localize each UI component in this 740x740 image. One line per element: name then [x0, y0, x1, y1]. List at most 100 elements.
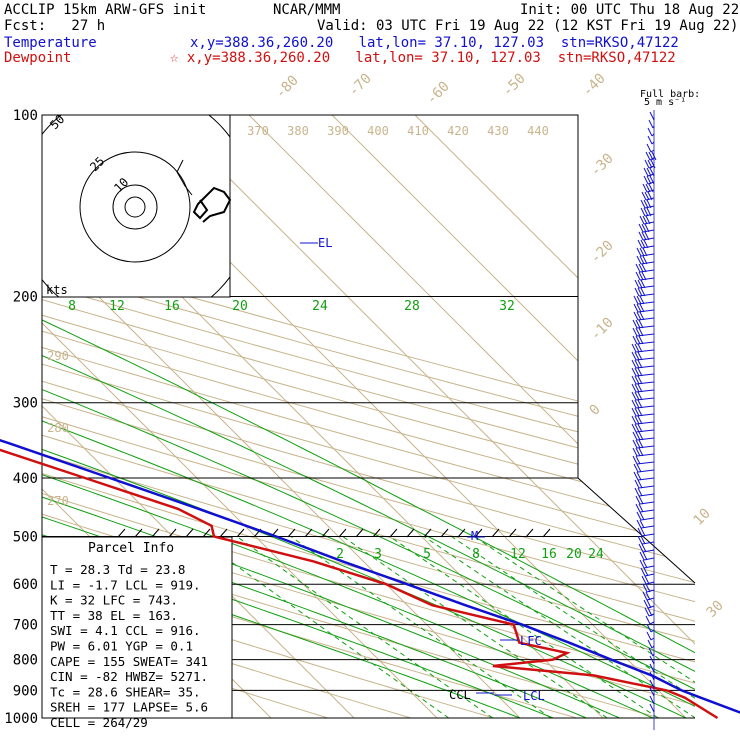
isotherm — [165, 115, 695, 718]
dry-adiabat — [42, 115, 695, 718]
barb-flag — [648, 647, 654, 657]
level-markers: EL LFC LCL CCL M — [300, 236, 545, 703]
parcel-info-box: Parcel Info T = 28.3 Td = 23.8LI = -1.7 L… — [41, 536, 233, 730]
wind-barb — [633, 463, 655, 473]
tick-mark — [151, 528, 160, 538]
isotherm — [42, 115, 355, 718]
dry-adiabat — [42, 115, 695, 718]
wind-barb — [645, 615, 655, 625]
barb-flag — [631, 415, 637, 425]
barb-staff — [644, 205, 655, 209]
barb-flag — [639, 559, 645, 569]
barb-flag — [640, 567, 646, 577]
isotherm-label: -40 — [580, 71, 609, 100]
barb-flag — [632, 319, 638, 329]
wind-barb — [631, 359, 655, 369]
wind-barb — [646, 631, 655, 641]
tick-mark — [440, 528, 449, 538]
dry-adiabat — [42, 115, 495, 718]
wind-barb — [634, 279, 655, 289]
wind-barb — [644, 159, 656, 169]
wind-barb — [644, 607, 655, 617]
barb-staff — [640, 253, 655, 257]
dry-adiabat — [42, 115, 695, 718]
theta-label: 290 — [47, 349, 69, 363]
barb-flag — [638, 319, 644, 329]
barb-flag — [633, 295, 639, 305]
barb-flag — [639, 551, 645, 561]
barb-flag — [637, 367, 643, 377]
wind-barb — [640, 567, 655, 577]
barb-flag — [637, 415, 643, 425]
parcel-info-row: K = 32 LFC = 743. — [50, 593, 178, 608]
pressure-tick-label: 400 — [13, 471, 38, 487]
barb-flag — [632, 431, 638, 441]
isotherm-label: -50 — [500, 71, 529, 100]
barb-flag — [639, 511, 645, 521]
dry-adiabat — [42, 115, 695, 718]
wind-barb — [640, 199, 655, 209]
parcel-info-title: Parcel Info — [88, 541, 174, 556]
mixing-ratio-label: 12 — [510, 547, 526, 562]
wind-barb — [638, 223, 655, 233]
barb-flag — [634, 415, 640, 425]
tick-mark — [321, 528, 330, 538]
barb-flag — [638, 431, 644, 441]
mixing-ratio-label: 20 — [566, 547, 582, 562]
wind-barb — [641, 575, 655, 585]
barb-flag — [635, 327, 641, 337]
barb-flag — [638, 543, 644, 553]
barb-staff — [649, 621, 655, 625]
level-marker-label: CCL — [449, 688, 471, 702]
barb-flag — [634, 399, 640, 409]
barb-flag — [645, 183, 651, 193]
parcel-info-row: Tc = 28.6 SHEAR= 35. — [50, 684, 201, 699]
wind-barb — [646, 143, 655, 153]
barb-flag — [639, 311, 645, 321]
barb-flag — [649, 175, 655, 185]
barb-flag — [632, 455, 638, 465]
barb-flag — [637, 359, 643, 369]
barb-flag — [631, 351, 637, 361]
barb-flag — [640, 287, 646, 297]
isotherm-label: -60 — [424, 79, 453, 108]
hodograph-ring — [112, 184, 158, 230]
barb-flag — [638, 327, 644, 337]
barb-flag — [632, 335, 638, 345]
barb-flag — [647, 135, 653, 145]
barb-flag — [633, 463, 639, 473]
barb-flag — [647, 127, 653, 137]
barb-legend-title: Full barb: — [640, 89, 700, 100]
wind-barb — [649, 703, 655, 713]
wind-barb — [631, 375, 655, 385]
wind-barb — [636, 511, 655, 521]
barb-staff — [641, 533, 655, 537]
pressure-tick-label: 200 — [13, 290, 38, 306]
barb-flag — [649, 655, 655, 665]
barb-flag — [636, 255, 642, 265]
barb-flag — [638, 223, 644, 233]
barb-flag — [640, 279, 646, 289]
theta-label: 390 — [327, 124, 349, 138]
theta-label: 270 — [47, 494, 69, 508]
mixing-ratio-label: 3 — [374, 547, 382, 562]
parcel-info-frame — [41, 536, 233, 719]
barb-flag — [642, 183, 648, 193]
barb-flag — [639, 303, 645, 313]
barb-flag — [643, 199, 649, 209]
barb-flag — [639, 295, 645, 305]
wind-barb — [639, 215, 655, 225]
hodograph-trace — [176, 159, 193, 196]
barb-flag — [645, 615, 651, 625]
header-init: Init: 00 UTC Thu 18 Aug 22 — [520, 2, 740, 18]
barb-flag — [633, 471, 639, 481]
barb-flag — [631, 375, 637, 385]
wind-barb — [637, 239, 655, 249]
barb-flag — [634, 487, 640, 497]
barb-staff — [644, 213, 655, 217]
wind-barb — [643, 167, 655, 177]
isotherm-label: -10 — [588, 315, 617, 344]
wind-barb — [631, 423, 655, 433]
isotherm-label: -70 — [346, 71, 375, 100]
